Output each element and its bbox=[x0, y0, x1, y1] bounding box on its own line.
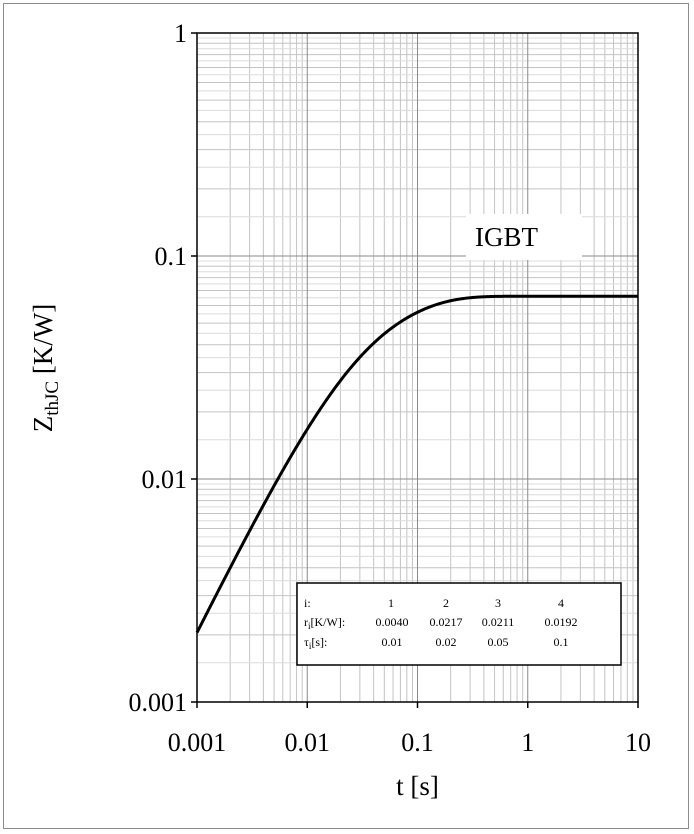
table-row-label-sub: i bbox=[309, 641, 312, 651]
table-row-label: i: bbox=[304, 596, 311, 610]
axis-ticks bbox=[191, 32, 639, 708]
table-cell: 0.1 bbox=[554, 635, 569, 649]
parameter-table: i: 1 2 3 4ri[K/W]: 0.0040 0.0217 0.0211 0.0192τi… bbox=[296, 582, 622, 666]
table-row-label-sub: i bbox=[308, 621, 311, 631]
y-tick-label: 0.1 bbox=[155, 242, 188, 271]
table-cell: 4 bbox=[558, 596, 564, 610]
table-cell: 0.05 bbox=[488, 635, 509, 649]
chart-frame bbox=[3, 3, 689, 829]
x-tick-label: 0.01 bbox=[285, 728, 331, 757]
x-axis-title: t [s] bbox=[396, 771, 439, 801]
y-axis-title-main: Z bbox=[28, 416, 58, 433]
table-row-label-main: τ bbox=[304, 635, 309, 649]
y-tick-label: 0.01 bbox=[142, 465, 188, 494]
table-cell: 2 bbox=[443, 596, 449, 610]
x-tick-label: 1 bbox=[521, 728, 534, 757]
table-row-label-main: i: bbox=[304, 596, 311, 610]
x-tick-label: 10 bbox=[625, 728, 651, 757]
table-row-label-main: r bbox=[304, 615, 308, 629]
y-axis-title: ZthJC [K/W] bbox=[28, 304, 63, 433]
series-line-igbt bbox=[195, 294, 638, 634]
table-cell: 0.0217 bbox=[430, 615, 463, 629]
x-tick-label: 0.001 bbox=[168, 728, 227, 757]
igbt-label-background bbox=[466, 214, 582, 260]
x-tick-labels: 0.001 0.01 0.1 1 10 bbox=[168, 728, 651, 757]
table-cell: 0.0040 bbox=[376, 615, 409, 629]
series-label-igbt: IGBT bbox=[475, 222, 538, 252]
table-cell: 3 bbox=[495, 596, 501, 610]
table-row-label: ri[K/W]: bbox=[304, 615, 345, 631]
table-row-label-suffix: [K/W]: bbox=[311, 615, 346, 629]
y-tick-label: 1 bbox=[174, 19, 187, 48]
y-tick-label: 0.001 bbox=[129, 688, 188, 717]
table-cell: 0.02 bbox=[436, 635, 457, 649]
y-axis-title-unit: [K/W] bbox=[28, 304, 58, 381]
table-cell: 0.0192 bbox=[545, 615, 578, 629]
x-tick-label: 0.1 bbox=[401, 728, 434, 757]
y-axis-title-sub: thJC bbox=[42, 381, 63, 416]
table-cell: 0.0211 bbox=[482, 615, 515, 629]
y-tick-labels: 0.001 0.01 0.1 1 bbox=[129, 19, 188, 717]
table-cell: 0.01 bbox=[382, 635, 403, 649]
table-row-label: τi[s]: bbox=[304, 635, 327, 651]
parameter-table-box bbox=[296, 582, 622, 666]
table-cell: 1 bbox=[388, 596, 394, 610]
table-row-label-suffix: [s]: bbox=[311, 635, 327, 649]
